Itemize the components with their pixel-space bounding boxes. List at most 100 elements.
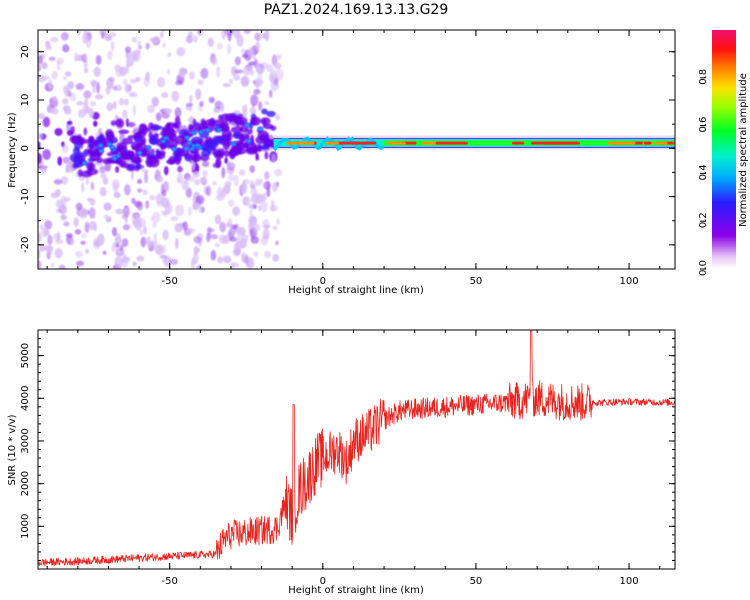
spectrogram-noise-blob [241, 53, 249, 58]
spectrogram-y-tick-label: -10 [20, 188, 31, 204]
spectrogram-y-ticks: -20 -10 0 10 20 [20, 45, 675, 270]
spectrogram-y-tick-label: 10 [20, 94, 31, 107]
ridge-peak [325, 141, 339, 145]
spectrogram-noise-blob [250, 94, 259, 107]
spectrogram-y-tick-label: 0 [20, 145, 31, 151]
spectrogram-noise-blob [249, 106, 257, 115]
spectrogram-signal-blob [168, 139, 179, 149]
spectrogram-noise-blob [191, 171, 201, 178]
spectrogram-noise-blob [84, 98, 89, 107]
spectrogram-noise-blob [74, 229, 82, 235]
spectrogram-noise-blob [48, 56, 56, 62]
spectrogram-noise-blob [60, 214, 68, 221]
spectrogram-noise-blob [146, 236, 151, 248]
spectrogram-noise-blob [44, 230, 50, 236]
spectrogram-noise-blob [121, 257, 127, 263]
spectrogram-noise-blob [219, 221, 227, 233]
spectrogram-noise-blob [241, 234, 249, 242]
spectrogram-signal-blob [130, 141, 141, 151]
spectrogram-noise-blob [75, 202, 83, 211]
spectrogram-noise-blob [107, 50, 113, 60]
spectrogram-noise-blob [258, 101, 263, 111]
ridge-peak [615, 141, 627, 145]
snr-y-tick-label: 1000 [20, 514, 31, 539]
spectrogram-hotspot [194, 142, 201, 148]
spectrogram-noise-blob [272, 225, 278, 231]
spectrogram-signal-blob [95, 157, 104, 163]
spectrogram-signal-blob [219, 140, 230, 146]
spectrogram-noise-blob [67, 90, 72, 97]
spectrogram-noise-blob [264, 100, 270, 106]
spectrogram-noise-blob [88, 107, 94, 119]
spectrogram-noise-blob [214, 100, 223, 110]
spectrogram-noise-blob [42, 149, 51, 160]
spectrogram-y-label: Frequency (Hz) [7, 112, 18, 188]
spectrogram-signal-blob [76, 152, 89, 158]
colorbar-tick-label: 0.4 [698, 164, 709, 180]
spectrogram-noise-blob [103, 202, 112, 211]
spectrogram-x-ticks: -50 0 50 100 [46, 30, 661, 287]
spectrogram-signal-blob [151, 125, 164, 130]
spectrogram-hotspot [145, 145, 152, 151]
spectrogram-noise-blob [233, 242, 239, 252]
spectrogram-noise-blob [90, 101, 97, 107]
spectrogram-noise-blob [222, 254, 232, 263]
spectrogram-noise-blob [143, 75, 150, 87]
spectrogram-signal-blob [231, 126, 243, 134]
spectrogram-noise-blob [95, 54, 102, 65]
spectrogram-noise-blob [116, 209, 123, 215]
spectrogram-noise-blob [77, 108, 86, 118]
spectrogram-signal-blob [105, 131, 115, 141]
spectrogram-signal-blob [211, 148, 219, 157]
spectrogram-noise-blob [264, 151, 269, 160]
spectrogram-noise-blob [115, 65, 123, 78]
spectrogram-noise-blob [271, 153, 276, 164]
spectrogram-noise-blob [211, 57, 218, 66]
spectrogram-noise-blob [266, 187, 271, 198]
spectrogram-noise-blob [224, 157, 228, 164]
spectrogram-noise-blob [81, 181, 85, 193]
spectrogram-noise-blob [272, 253, 280, 262]
spectrogram-noise-blob [85, 248, 90, 254]
spectrogram-noise-blob [105, 86, 111, 95]
spectrogram-hotspot [216, 127, 223, 133]
spectrogram-noise-blob [121, 109, 128, 119]
spectrogram-noise-blob [250, 187, 258, 197]
spectrogram-signal-blob [157, 151, 162, 159]
spectrogram-noise-blob [83, 90, 92, 99]
spectrogram-noise-blob [155, 112, 162, 122]
spectrogram-noise-blob [232, 206, 241, 216]
spectrogram-noise-blob [65, 233, 73, 238]
spectrogram-noise-blob [219, 189, 227, 197]
spectrogram-noise-blob [178, 165, 182, 173]
spectrogram-hotspot [171, 146, 178, 152]
spectrogram-noise-blob [122, 224, 131, 231]
spectrogram-noise-blob [252, 203, 257, 210]
ridge-peak [654, 141, 668, 145]
spectrogram-noise-blob [186, 176, 195, 182]
spectrogram-noise-blob [264, 233, 269, 239]
spectrogram-hotspot [198, 129, 205, 135]
spectrogram-noise-blob [249, 208, 253, 220]
spectrogram-noise-blob [171, 90, 179, 102]
ridge-green-band [384, 140, 675, 146]
spectrogram-noise-blob [114, 233, 121, 240]
spectrogram-noise-blob [50, 36, 59, 43]
spectrogram-noise-blob [93, 66, 102, 77]
spectrogram-noise-blob [85, 176, 89, 186]
spectrogram-y-tick-label: 20 [20, 45, 31, 58]
spectrogram-noise-blob [202, 169, 208, 178]
spectrogram-noise-blob [38, 249, 41, 260]
spectrogram-noise-blob [132, 104, 136, 117]
spectrogram-noise-blob [61, 144, 69, 153]
spectrogram-hotspot [136, 150, 143, 156]
spectrogram-noise-blob [62, 44, 70, 53]
snr-x-tick-label: 50 [470, 576, 483, 587]
spectrogram-noise-blob [221, 166, 226, 179]
spectrogram-noise-blob [124, 83, 131, 94]
snr-panel: -50 0 50 100 1000 2000 3000 4000 5000 Height of… [7, 329, 676, 596]
spectrogram-noise-blob [188, 94, 193, 103]
spectrogram-noise-blob [141, 169, 149, 174]
spectrogram-noise-blob [112, 85, 118, 91]
spectrogram-noise-blob [255, 63, 260, 70]
